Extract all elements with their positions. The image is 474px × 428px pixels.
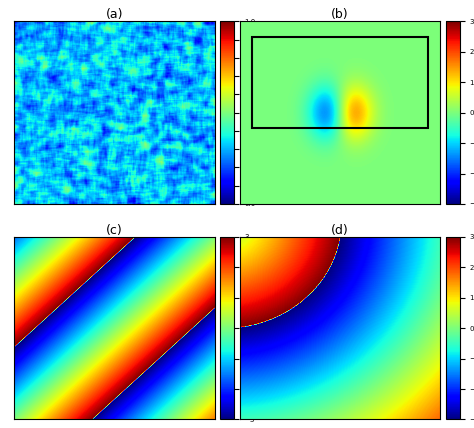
- Title: (d): (d): [331, 224, 349, 237]
- Title: (b): (b): [331, 9, 349, 21]
- Bar: [252, 37, 428, 128]
- Title: (c): (c): [106, 224, 123, 237]
- Title: (a): (a): [106, 9, 123, 21]
